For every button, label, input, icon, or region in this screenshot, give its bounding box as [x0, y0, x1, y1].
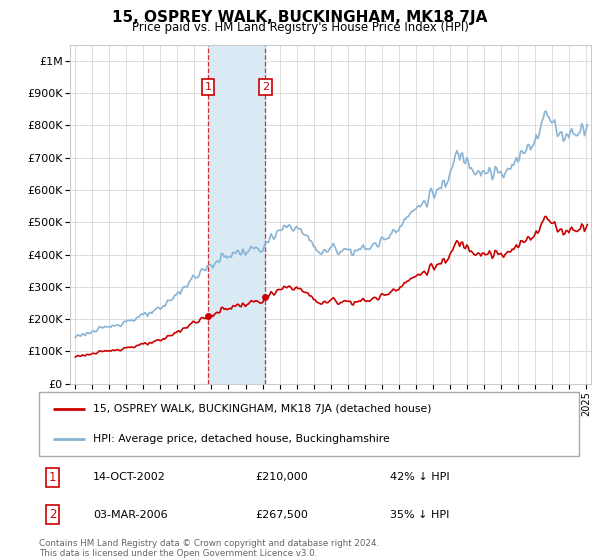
Text: Contains HM Land Registry data © Crown copyright and database right 2024.
This d: Contains HM Land Registry data © Crown c… [39, 539, 379, 558]
Text: £267,500: £267,500 [255, 510, 308, 520]
FancyBboxPatch shape [39, 392, 579, 456]
Text: 15, OSPREY WALK, BUCKINGHAM, MK18 7JA: 15, OSPREY WALK, BUCKINGHAM, MK18 7JA [112, 10, 488, 25]
Text: 14-OCT-2002: 14-OCT-2002 [93, 473, 166, 482]
Text: £210,000: £210,000 [255, 473, 308, 482]
Text: 1: 1 [49, 471, 56, 484]
Bar [208, 45, 265, 384]
Text: 1: 1 [205, 82, 211, 92]
Text: 35% ↓ HPI: 35% ↓ HPI [390, 510, 449, 520]
Text: 42% ↓ HPI: 42% ↓ HPI [390, 473, 449, 482]
Text: 2: 2 [262, 82, 269, 92]
Text: Price paid vs. HM Land Registry's House Price Index (HPI): Price paid vs. HM Land Registry's House … [131, 21, 469, 34]
Text: 15, OSPREY WALK, BUCKINGHAM, MK18 7JA (detached house): 15, OSPREY WALK, BUCKINGHAM, MK18 7JA (d… [93, 404, 431, 414]
Text: HPI: Average price, detached house, Buckinghamshire: HPI: Average price, detached house, Buck… [93, 434, 390, 444]
Text: 2: 2 [49, 508, 56, 521]
Text: 03-MAR-2006: 03-MAR-2006 [93, 510, 167, 520]
